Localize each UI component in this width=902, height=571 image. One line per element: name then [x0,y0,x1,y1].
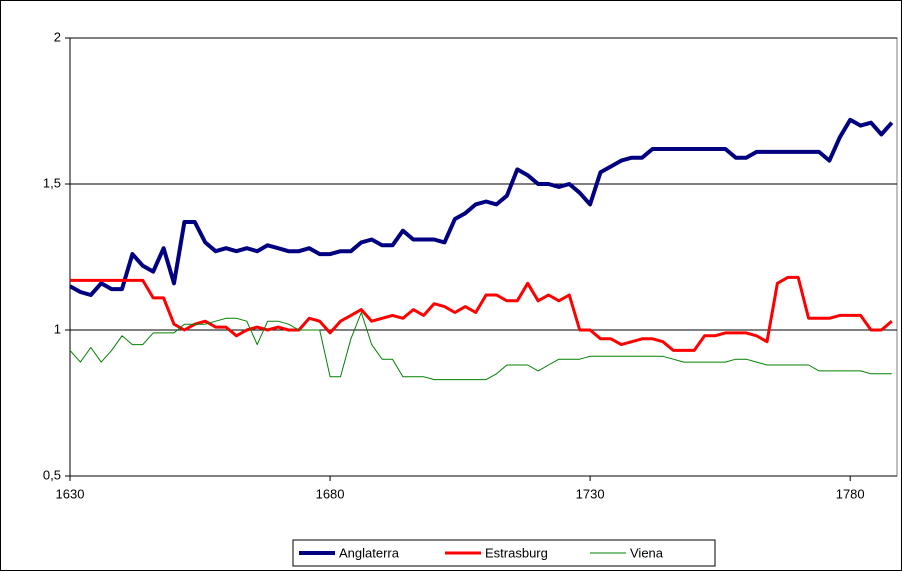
x-tick-label: 1630 [56,486,85,501]
series-line [70,275,893,352]
legend-box [292,539,716,567]
legend-label: Viena [630,545,664,560]
plot-area [69,37,898,477]
x-tick-label: 1680 [316,486,345,501]
y-tick-label: 0,5 [43,467,61,482]
series-line [69,312,892,381]
x-tick-label: 1780 [836,486,865,501]
legend-label: Anglaterra [339,545,400,560]
series-line [69,117,894,297]
y-tick-label: 1 [54,321,61,336]
legend-label: Estrasburg [485,545,548,560]
y-tick-label: 2 [54,29,61,44]
x-tick-label: 1730 [576,486,605,501]
y-tick-label: 1,5 [43,175,61,190]
